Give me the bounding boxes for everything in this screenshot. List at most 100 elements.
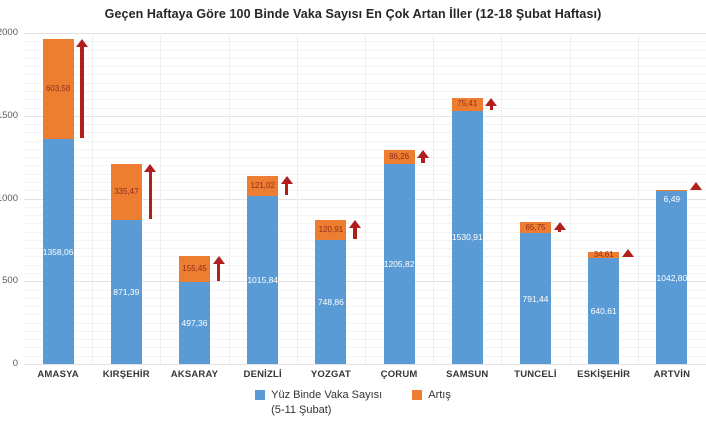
increase-arrow-icon <box>212 256 225 282</box>
bar-value-label-increase: 34,61 <box>593 250 614 260</box>
gridline-vertical <box>637 33 639 364</box>
bar-segment-increase <box>451 98 483 111</box>
increase-arrow-head-icon <box>621 249 634 257</box>
bar-value-label-base: 1015,84 <box>247 274 279 285</box>
increase-arrow-head-icon <box>280 175 293 184</box>
increase-arrow-shaft <box>489 105 494 110</box>
bar-value-label-base: 871,39 <box>113 286 140 297</box>
bar-segment-increase <box>179 256 210 282</box>
bar-value-label-base: 1042,80 <box>656 272 688 283</box>
bar-value-label-base: 791,44 <box>522 293 549 304</box>
increase-arrow-head-icon <box>212 256 225 265</box>
increase-arrow-head-icon <box>348 220 361 229</box>
increase-arrow-head-icon <box>553 222 566 231</box>
x-axis-label: AKSARAY <box>170 369 219 380</box>
increase-arrow-head-icon <box>689 182 702 191</box>
increase-arrow-icon <box>348 220 361 240</box>
legend-label-increase: Artış <box>428 389 451 401</box>
y-axis-tick-label: 1500 <box>0 109 18 121</box>
bar-value-label-increase: 65,75 <box>525 222 546 232</box>
increase-arrow-shaft <box>625 256 630 257</box>
bar-value-label-base: 497,36 <box>181 317 208 328</box>
increase-arrow-icon <box>621 249 634 258</box>
increase-arrow-head-icon <box>76 39 89 48</box>
increase-arrow-icon <box>689 182 702 191</box>
bar-segment-increase <box>315 220 347 241</box>
bar-segment-base <box>656 191 688 364</box>
gridline-vertical <box>501 33 503 364</box>
legend-sublabel-cases: (5-11 Şubat) <box>271 404 332 416</box>
bar-segment-base <box>247 195 279 364</box>
increase-arrow-head-icon <box>417 150 430 159</box>
bar-value-label-increase: 6,49 <box>663 194 681 205</box>
bar-value-label-increase: 75,41 <box>457 99 478 109</box>
bar-segment-base <box>315 240 347 364</box>
x-axis-label: TUNCELİ <box>514 369 557 380</box>
increase-arrow-shaft <box>557 229 562 232</box>
y-axis-tick-label: 500 <box>2 275 18 287</box>
increase-arrow-shaft <box>284 182 289 195</box>
chart-title: Geçen Haftaya Göre 100 Binde Vaka Sayısı… <box>104 7 602 21</box>
x-axis-label: SAMSUN <box>446 369 489 380</box>
gridline-vertical <box>569 33 571 364</box>
x-axis-label: ÇORUM <box>380 369 418 380</box>
legend-swatch-cases-icon <box>255 390 266 400</box>
increase-arrow-head-icon <box>485 98 498 107</box>
bar-segment-increase <box>656 190 688 192</box>
increase-arrow-shaft <box>216 263 221 281</box>
x-axis-label: ARTVİN <box>653 369 691 380</box>
bar-value-label-increase: 86,26 <box>389 152 410 162</box>
increase-arrow-icon <box>280 175 293 196</box>
gridline-major <box>24 364 706 365</box>
x-axis-label: DENİZLİ <box>243 369 282 380</box>
y-axis-tick-label: 0 <box>12 358 18 369</box>
bar-segment-increase <box>110 164 142 220</box>
y-axis-tick-label: 2000 <box>0 27 18 38</box>
bar-segment-increase <box>42 39 74 140</box>
x-axis-label: AMASYA <box>37 369 79 380</box>
legend-item-increase: Artış <box>412 388 451 403</box>
gridline-vertical <box>365 33 366 364</box>
increase-arrow-shaft <box>148 171 153 219</box>
bar-value-label-base: 640,61 <box>590 306 617 316</box>
x-axis-label: YOZGAT <box>310 369 351 380</box>
gridline-vertical <box>92 33 94 364</box>
bar-value-label-base: 748,86 <box>317 297 344 307</box>
gridline-vertical <box>160 33 162 364</box>
bar-value-label-increase: 335,47 <box>114 187 139 196</box>
bar-value-label-increase: 155,45 <box>182 263 207 273</box>
increase-arrow-shaft <box>421 157 425 164</box>
bar-segment-base <box>110 219 142 364</box>
bar-segment-base <box>451 110 483 364</box>
increase-arrow-shaft <box>80 46 84 139</box>
increase-arrow-icon <box>417 150 430 164</box>
bar-value-label-increase: 120,91 <box>318 225 344 235</box>
bar-segment-base <box>383 164 415 364</box>
bar-value-label-base: 1530,91 <box>451 232 483 243</box>
bar-segment-increase <box>383 150 415 165</box>
bar-segment-increase <box>247 175 279 196</box>
bar-value-label-base: 1358,06 <box>42 246 74 257</box>
bar-segment-increase <box>520 222 551 233</box>
increase-arrow-icon <box>144 164 157 220</box>
bar-value-label-base: 1205,82 <box>383 259 415 270</box>
y-axis-tick-label: 1000 <box>0 192 18 204</box>
bar-segment-base <box>520 233 551 364</box>
bar-segment-base <box>588 258 620 364</box>
legend: Yüz Binde Vaka Sayısı (5-11 Şubat) Artış <box>0 388 706 418</box>
increase-arrow-shaft <box>353 227 357 240</box>
x-axis-label: ESKİŞEHİR <box>577 369 631 380</box>
x-axis-label: KIRŞEHİR <box>102 369 150 380</box>
legend-label-cases: Yüz Binde Vaka Sayısı <box>271 389 383 401</box>
bar-segment-base <box>42 139 74 364</box>
gridline-vertical <box>433 33 435 364</box>
bar-segment-increase <box>588 252 620 258</box>
gridline-vertical <box>296 33 298 364</box>
bar-value-label-increase: 603,58 <box>45 84 71 94</box>
increase-arrow-head-icon <box>144 164 157 173</box>
gridline-vertical <box>228 33 230 364</box>
bar-segment-base <box>179 281 210 364</box>
increase-arrow-icon <box>553 222 566 233</box>
increase-arrow-shaft <box>694 189 698 191</box>
